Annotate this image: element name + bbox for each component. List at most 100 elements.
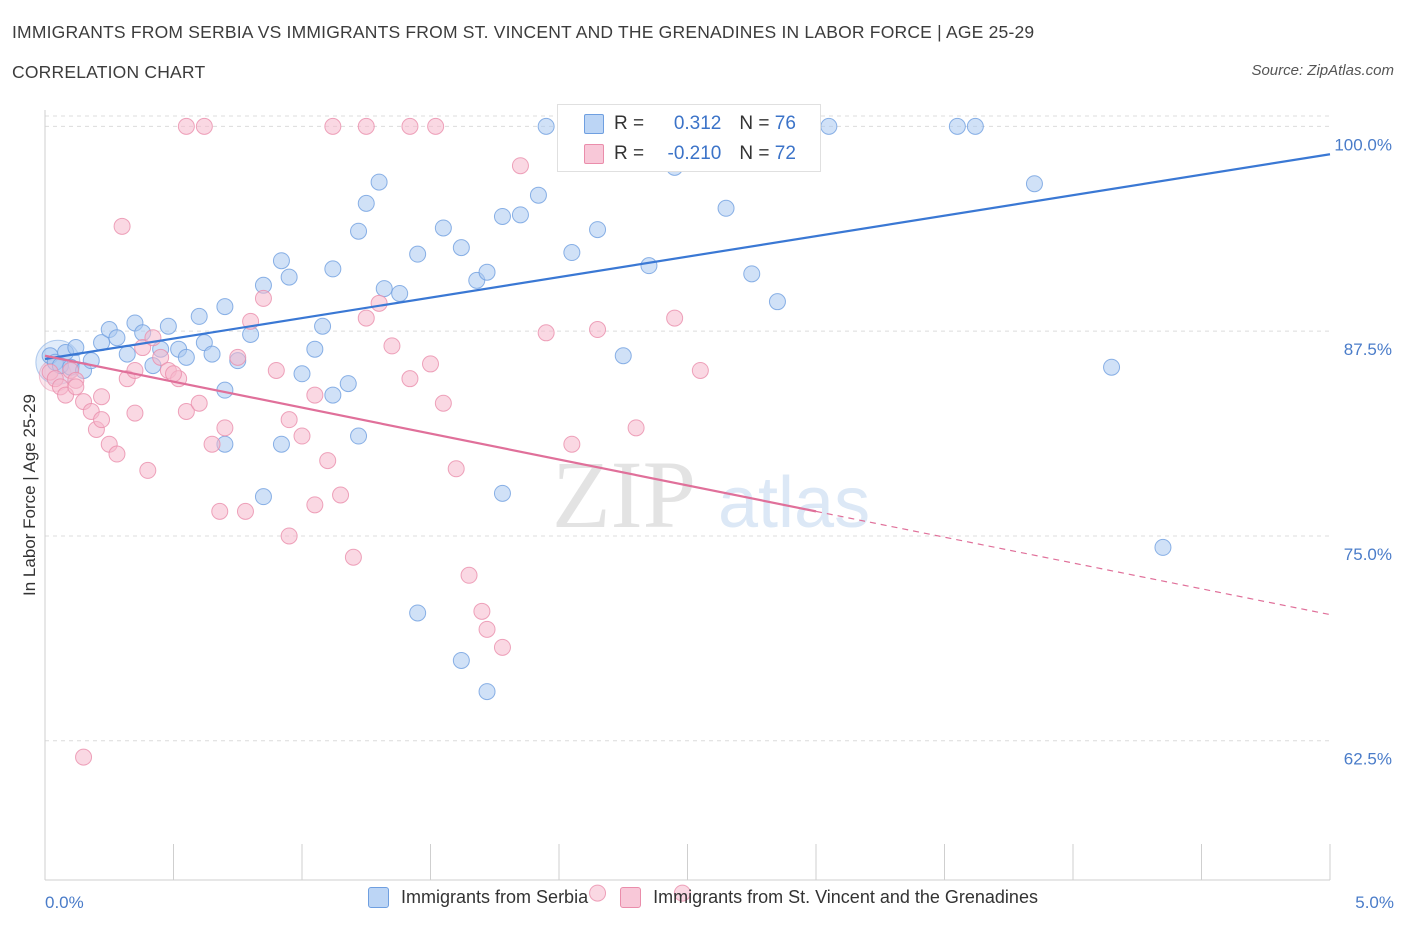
serbia-point — [324, 386, 342, 404]
stvincent-point — [460, 566, 478, 584]
serbia-point — [370, 173, 388, 191]
serbia-point — [640, 257, 658, 275]
stvincent-point — [473, 602, 491, 620]
serbia-point — [203, 345, 221, 363]
stvincent-point — [177, 117, 195, 135]
chart-title: IMMIGRANTS FROM SERBIA VS IMMIGRANTS FRO… — [12, 22, 1035, 42]
stvincent-point — [93, 388, 111, 406]
points-layer — [35, 117, 1172, 902]
legend-label-stvincent: Immigrants from St. Vincent and the Gren… — [653, 887, 1038, 907]
stvincent-point — [319, 452, 337, 470]
stvincent-point — [666, 309, 684, 327]
stvincent-point — [93, 411, 111, 429]
serbia-point — [306, 340, 324, 358]
serbia-point — [478, 263, 496, 281]
grid-layer — [45, 115, 1330, 742]
stvincent-point — [280, 411, 298, 429]
stvincent-point — [211, 502, 229, 520]
serbia-point — [159, 317, 177, 335]
x-tick-label: 5.0% — [1355, 893, 1394, 912]
stvincent-point — [493, 638, 511, 656]
serbia-point — [280, 268, 298, 286]
stvincent-point — [254, 289, 272, 307]
stvincent-trend-line — [44, 354, 817, 513]
legend-item-stvincent[interactable]: Immigrants from St. Vincent and the Gren… — [620, 887, 1038, 908]
stvincent-point — [67, 378, 85, 396]
stvincent-point — [108, 445, 126, 463]
stvincent-point — [422, 355, 439, 373]
serbia-point — [948, 117, 966, 135]
serbia-point — [511, 206, 529, 224]
serbia-point — [717, 199, 735, 217]
serbia-point — [391, 284, 409, 302]
stvincent-trend-extension — [815, 510, 1331, 616]
stvincent-point — [332, 486, 350, 504]
stvincent-point — [165, 365, 182, 383]
stvincent-point — [139, 461, 157, 479]
y-tick-label: 87.5% — [1344, 340, 1392, 359]
legend-row-serbia: R = 0.312 N = 76 — [558, 109, 796, 139]
stvincent-point — [447, 460, 465, 478]
serbia-point — [820, 117, 838, 135]
serbia-trend-line — [44, 153, 1331, 361]
legend-r-label: R = — [614, 143, 650, 164]
stvincent-point — [589, 884, 607, 902]
serbia-point — [293, 365, 311, 383]
serbia-point — [314, 317, 332, 335]
stvincent-point — [434, 394, 452, 412]
serbia-point — [118, 345, 136, 363]
series-legend: Immigrants from Serbia Immigrants from S… — [0, 887, 1406, 908]
stvincent-point — [537, 324, 555, 342]
serbia-point — [529, 186, 547, 204]
legend-item-serbia[interactable]: Immigrants from Serbia — [368, 887, 588, 908]
legend-r-value: 0.312 — [673, 113, 722, 134]
serbia-point — [537, 117, 555, 135]
serbia-point — [614, 347, 632, 365]
stvincent-point — [357, 309, 375, 327]
stvincent-point — [306, 496, 324, 514]
serbia-point — [190, 307, 208, 325]
serbia-point — [254, 488, 272, 506]
stvincent-point — [203, 435, 221, 453]
stvincent-point — [357, 117, 375, 135]
serbia-point — [1154, 538, 1172, 556]
legend-swatch-serbia — [368, 887, 390, 908]
stvincent-point — [691, 361, 709, 379]
serbia-point — [108, 329, 126, 347]
stvincent-point — [478, 620, 496, 638]
serbia-point — [350, 222, 368, 240]
stvincent-point — [216, 419, 234, 437]
serbia-point — [375, 280, 393, 298]
stvincent-point — [370, 294, 388, 312]
serbia-point — [409, 604, 427, 622]
source-label: Source: ZipAtlas.com — [1251, 62, 1394, 79]
stvincent-point — [383, 337, 401, 355]
stvincent-point — [563, 435, 581, 453]
stvincent-point — [267, 361, 285, 379]
legend-r-value: -0.210 — [667, 143, 722, 164]
stvincent-point — [236, 502, 254, 520]
legend-n-value: 76 — [774, 113, 796, 134]
serbia-point — [409, 245, 427, 263]
serbia-point — [743, 265, 761, 283]
y-axis-label: In Labor Force | Age 25-29 — [20, 394, 39, 596]
serbia-point — [67, 339, 85, 357]
stvincent-point — [152, 348, 170, 366]
stvincent-point — [190, 394, 208, 412]
stvincent-point — [75, 748, 93, 766]
serbia-point — [1103, 358, 1121, 376]
stvincent-point — [511, 157, 529, 175]
legend-n-label: N = — [739, 113, 775, 134]
chart-subtitle: CORRELATION CHART — [12, 62, 206, 82]
y-tick-label: 62.5% — [1344, 750, 1392, 769]
stvincent-point — [673, 884, 691, 902]
serbia-point — [589, 221, 607, 239]
stvincent-point — [113, 217, 131, 235]
stvincent-point — [401, 370, 419, 388]
serbia-point — [1025, 175, 1043, 193]
stvincent-point — [324, 117, 342, 135]
legend-r-label: R = — [614, 113, 650, 134]
legend-swatch-stvincent — [620, 887, 642, 908]
legend-label-serbia: Immigrants from Serbia — [401, 887, 589, 907]
legend-swatch-stvincent — [584, 144, 604, 164]
